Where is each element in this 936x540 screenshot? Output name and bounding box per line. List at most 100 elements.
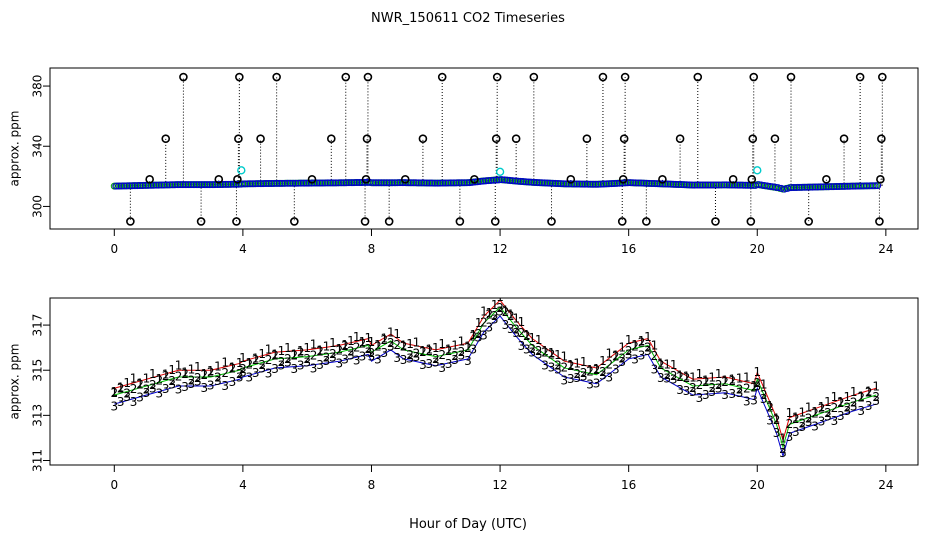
trace-point xyxy=(321,179,329,187)
outlier-point xyxy=(642,217,651,226)
series-mark-1: 1 xyxy=(181,365,189,379)
trace-point xyxy=(431,179,439,187)
trace-point xyxy=(307,179,315,187)
trace-point xyxy=(433,179,441,187)
trace-point xyxy=(436,179,444,187)
series-mark-3: 3 xyxy=(766,414,774,428)
trace-point xyxy=(133,182,141,190)
series-mark-2: 2 xyxy=(188,374,196,388)
series-mark-2: 2 xyxy=(364,342,372,356)
series-mark-3: 3 xyxy=(252,366,260,380)
series-mark-2: 2 xyxy=(451,349,459,363)
series-mark-3: 3 xyxy=(400,353,408,367)
trace-point xyxy=(120,182,128,190)
x-axis-label: Hour of Day (UTC) xyxy=(409,517,527,532)
series-mark-3: 3 xyxy=(438,361,446,375)
trace-point xyxy=(460,179,468,187)
series-mark-1: 1 xyxy=(625,333,633,347)
trace-point xyxy=(339,179,347,187)
trace-point xyxy=(666,180,674,188)
trace-point xyxy=(203,181,211,189)
trace-point xyxy=(299,179,307,187)
trace-point xyxy=(136,182,144,190)
series-mark-2: 2 xyxy=(221,366,229,380)
series-mark-3: 3 xyxy=(760,392,768,406)
series-mark-3: 3 xyxy=(214,374,222,388)
trace-point xyxy=(114,182,122,190)
series-mark-2: 2 xyxy=(486,307,494,321)
trace-point xyxy=(382,179,390,187)
series-mark-1: 1 xyxy=(368,335,376,349)
series-mark-3: 3 xyxy=(573,371,581,385)
series-mark-3: 3 xyxy=(773,426,781,440)
series-mark-2: 2 xyxy=(638,335,646,349)
series-mark-3: 3 xyxy=(743,394,751,408)
series-mark-1: 1 xyxy=(252,351,260,365)
series-mark-3: 3 xyxy=(554,362,562,376)
series-mark-2: 2 xyxy=(512,323,520,337)
series-mark-1: 1 xyxy=(721,374,729,388)
series-mark-1: 1 xyxy=(341,338,349,352)
series-mark-2: 2 xyxy=(496,301,504,315)
series-mark-1: 1 xyxy=(464,340,472,354)
trace-point xyxy=(780,185,788,193)
outlier-point xyxy=(362,134,372,144)
series-mark-3: 3 xyxy=(419,358,427,372)
outlier-point xyxy=(822,175,831,184)
trace-point xyxy=(744,181,752,189)
trace-point xyxy=(256,180,264,188)
x-tick-label: 0 xyxy=(110,478,118,492)
series-mark-3: 3 xyxy=(753,379,761,393)
series-mark-1: 1 xyxy=(593,362,601,376)
series-mark-3: 3 xyxy=(117,395,125,409)
trace-point xyxy=(573,180,581,188)
series-mark-3: 3 xyxy=(336,356,344,370)
y-axis-label: approx. ppm xyxy=(8,111,22,187)
outlier-point xyxy=(361,175,371,184)
series-mark-2: 2 xyxy=(432,352,440,366)
series-mark-3: 3 xyxy=(486,320,494,334)
trace-point xyxy=(123,182,131,190)
y-tick-label: 315 xyxy=(31,359,45,382)
series-mark-1: 1 xyxy=(683,369,691,383)
trace-point xyxy=(248,180,256,188)
trace-point xyxy=(112,182,120,190)
series-mark-2: 2 xyxy=(541,346,549,360)
outlier-point xyxy=(748,134,758,144)
trace-point xyxy=(586,180,594,188)
series-mark-3: 3 xyxy=(316,358,324,372)
series-mark-2: 2 xyxy=(651,349,659,363)
series-mark-1: 1 xyxy=(541,344,549,358)
series-mark-1: 1 xyxy=(303,341,311,355)
trace-point xyxy=(524,178,532,186)
outlier-point xyxy=(529,72,539,82)
series-mark-1: 1 xyxy=(528,331,536,345)
series-mark-1: 1 xyxy=(469,328,477,342)
series-mark-2: 2 xyxy=(341,339,349,353)
outlier-point xyxy=(256,134,265,144)
series-mark-2: 2 xyxy=(606,357,614,371)
series-mark-2: 2 xyxy=(625,344,633,358)
series-mark-3: 3 xyxy=(523,342,531,356)
trace-point xyxy=(648,179,656,187)
series-mark-1: 1 xyxy=(548,346,556,360)
series-mark-1: 1 xyxy=(561,350,569,364)
trace-point xyxy=(701,181,709,189)
series-mark-1: 1 xyxy=(200,367,208,381)
series-mark-1: 1 xyxy=(670,358,678,372)
outlier-point xyxy=(855,72,865,82)
x-tick-label: 12 xyxy=(492,478,507,492)
series-mark-2: 2 xyxy=(689,381,697,395)
trace-point xyxy=(323,179,331,187)
outlier-point xyxy=(658,175,667,184)
outlier-point xyxy=(547,217,556,226)
series-mark-2: 2 xyxy=(194,371,202,385)
series-mark-1: 1 xyxy=(586,363,594,377)
series-mark-1: 1 xyxy=(480,304,488,318)
series-mark-1: 1 xyxy=(381,332,389,346)
series-mark-1: 1 xyxy=(837,395,845,409)
trace-point xyxy=(738,181,746,189)
outlier-point xyxy=(747,175,757,184)
series-mark-1: 1 xyxy=(663,357,671,371)
trace-point xyxy=(369,179,377,187)
